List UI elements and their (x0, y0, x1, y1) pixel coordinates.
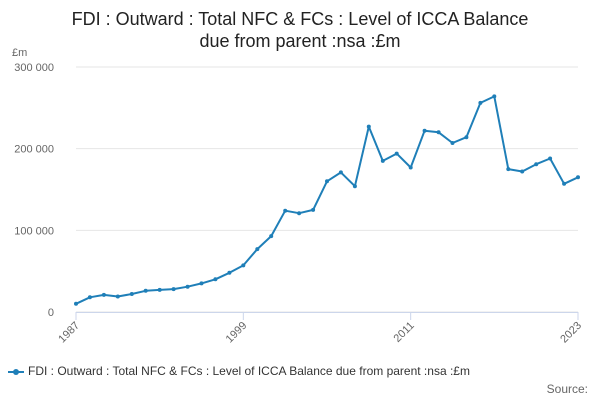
data-point-2011[interactable] (408, 165, 413, 170)
data-point-2013[interactable] (436, 130, 441, 135)
data-point-1990[interactable] (115, 294, 120, 299)
data-point-2016[interactable] (478, 100, 483, 105)
y-axis-label: £m (12, 47, 27, 59)
axes: £m 0 100 000 200 000 300 000 1987 1999 2011 202… (12, 47, 584, 345)
y-tick-label: 200 000 (14, 144, 54, 156)
chart-title: FDI : Outward : Total NFC & FCs : Level … (0, 8, 600, 52)
data-point-2017[interactable] (492, 94, 497, 99)
x-tick-label: 2011 (392, 320, 417, 345)
data-point-2022[interactable] (562, 181, 567, 186)
data-point-2007[interactable] (352, 184, 357, 189)
series (74, 94, 580, 306)
source-label: Source: (546, 382, 588, 396)
data-point-2010[interactable] (394, 151, 399, 156)
data-point-2020[interactable] (534, 162, 539, 167)
data-point-1997[interactable] (213, 277, 218, 282)
data-point-2012[interactable] (422, 128, 427, 133)
legend[interactable]: FDI : Outward : Total NFC & FCs : Level … (8, 364, 598, 378)
data-point-1994[interactable] (171, 287, 176, 292)
data-point-2000[interactable] (255, 247, 260, 252)
data-point-2001[interactable] (269, 234, 274, 239)
y-tick-label: 300 000 (14, 62, 54, 74)
data-point-1988[interactable] (87, 295, 92, 300)
data-point-1992[interactable] (143, 288, 148, 293)
data-point-2005[interactable] (325, 179, 329, 184)
data-point-1991[interactable] (129, 292, 134, 296)
x-tick-label: 2023 (558, 320, 584, 346)
chart-title-line-2: due from parent :nsa :£m (199, 31, 401, 51)
data-point-1995[interactable] (185, 284, 190, 289)
legend-series-marker-icon (8, 367, 24, 377)
gridlines (76, 66, 578, 313)
data-point-1999[interactable] (241, 263, 246, 268)
data-point-2006[interactable] (338, 170, 343, 175)
data-point-1989[interactable] (101, 292, 106, 297)
data-point-1998[interactable] (227, 270, 232, 275)
data-point-2023[interactable] (576, 175, 580, 180)
data-point-2021[interactable] (548, 156, 553, 161)
x-tick-label: 1999 (224, 320, 250, 346)
chart-title-line-1: FDI : Outward : Total NFC & FCs : Level … (71, 9, 529, 29)
data-point-2002[interactable] (283, 208, 288, 213)
x-tick-label: 1987 (56, 320, 82, 346)
series-line[interactable] (75, 95, 579, 305)
data-point-2015[interactable] (464, 135, 469, 140)
data-point-2004[interactable] (311, 207, 316, 212)
data-point-2018[interactable] (506, 167, 511, 172)
data-point-2019[interactable] (520, 169, 525, 174)
y-tick-label: 100 000 (14, 225, 54, 237)
data-point-1996[interactable] (199, 281, 204, 286)
data-point-1993[interactable] (157, 287, 162, 292)
data-point-1987[interactable] (74, 301, 78, 306)
y-tick-label: 0 (48, 307, 54, 319)
legend-series-label: FDI : Outward : Total NFC & FCs : Level … (28, 364, 470, 378)
data-point-2008[interactable] (366, 124, 371, 129)
data-point-2009[interactable] (380, 158, 385, 163)
data-point-2003[interactable] (297, 211, 302, 216)
data-point-2014[interactable] (450, 141, 455, 145)
